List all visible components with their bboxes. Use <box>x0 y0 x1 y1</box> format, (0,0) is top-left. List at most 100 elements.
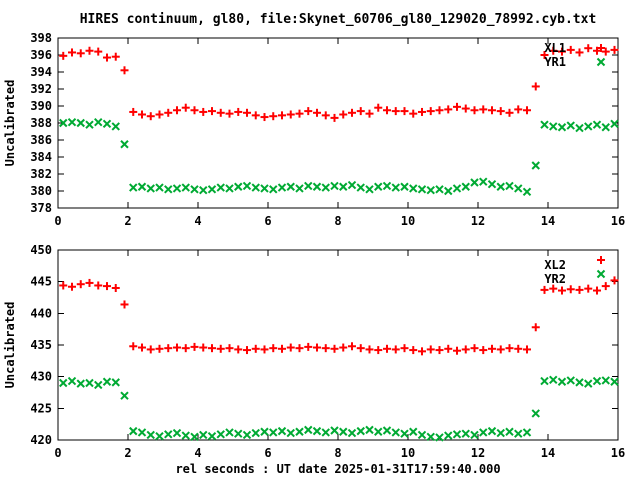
data-point-marker <box>523 106 531 115</box>
x-tick-label: 2 <box>124 214 131 228</box>
data-point-marker <box>286 428 295 438</box>
data-point-marker <box>312 182 322 191</box>
data-point-marker <box>391 183 400 192</box>
data-point-marker <box>348 342 356 351</box>
x-tick-label: 4 <box>194 446 201 460</box>
data-point-marker <box>234 429 243 438</box>
data-point-marker <box>321 111 330 120</box>
y-tick-label: 396 <box>30 48 52 62</box>
data-point-marker <box>234 182 243 191</box>
data-point-marker <box>374 103 383 112</box>
data-point-marker <box>426 107 435 116</box>
data-point-marker <box>216 183 225 192</box>
data-point-marker <box>601 123 610 132</box>
data-point-marker <box>452 430 462 439</box>
data-point-marker <box>522 428 532 437</box>
data-point-marker <box>129 426 138 436</box>
data-point-marker <box>487 179 497 189</box>
data-point-marker <box>584 44 593 53</box>
data-point-marker <box>164 344 173 353</box>
data-point-marker <box>137 182 147 191</box>
data-point-marker <box>523 345 531 354</box>
legend-label-yr2: YR2 <box>544 272 566 286</box>
data-point-marker <box>453 346 461 355</box>
data-point-marker <box>488 344 496 353</box>
data-point-marker <box>444 431 453 440</box>
data-point-marker <box>146 430 155 440</box>
data-point-marker <box>208 107 216 116</box>
y-tick-label: 390 <box>30 99 52 113</box>
data-point-marker <box>330 344 339 353</box>
data-point-marker <box>610 377 619 386</box>
data-point-marker <box>137 428 147 437</box>
data-point-marker <box>225 428 234 437</box>
data-point-marker <box>593 286 601 295</box>
data-point-marker <box>67 376 77 386</box>
data-point-marker <box>251 183 260 192</box>
data-point-marker <box>505 181 514 191</box>
panel-bottom: 0 2 4 6 8 10 12 14 16 420 425 430 435 440 445 450 <box>30 243 625 460</box>
data-point-marker <box>418 107 426 116</box>
data-point-marker <box>67 117 77 127</box>
data-point-marker <box>155 110 164 119</box>
data-point-marker <box>286 182 295 191</box>
data-point-marker <box>479 177 488 186</box>
legend-label-xl1: XL1 <box>544 41 566 55</box>
data-point-marker <box>461 345 470 354</box>
x-tick-label: 16 <box>611 446 625 460</box>
data-point-marker <box>312 426 322 436</box>
x-tick-label: 10 <box>401 214 415 228</box>
data-point-marker <box>496 107 505 116</box>
data-point-marker <box>391 428 400 437</box>
data-point-marker <box>453 102 461 111</box>
data-point-marker <box>374 427 383 436</box>
data-point-marker <box>146 184 155 193</box>
data-point-marker <box>94 281 103 290</box>
data-point-marker <box>444 186 453 196</box>
data-point-marker <box>234 345 243 354</box>
data-point-marker <box>164 185 173 194</box>
data-point-marker <box>505 108 514 117</box>
data-point-marker <box>304 181 313 191</box>
data-point-marker <box>120 66 129 75</box>
data-point-marker <box>365 425 374 435</box>
data-point-marker <box>111 52 120 61</box>
data-point-marker <box>304 425 313 435</box>
data-point-marker <box>339 110 348 119</box>
data-point-marker <box>190 432 199 442</box>
x-tick-label: 8 <box>334 214 341 228</box>
data-point-marker <box>94 47 103 56</box>
x-tick-label: 6 <box>264 214 271 228</box>
data-point-marker <box>488 106 496 115</box>
data-point-marker <box>347 428 357 438</box>
data-point-marker <box>566 45 575 54</box>
data-point-marker <box>522 187 532 197</box>
x-tick-label: 14 <box>541 214 555 228</box>
data-point-marker <box>76 49 85 58</box>
x-tick-label: 14 <box>541 446 555 460</box>
data-point-marker <box>549 375 558 385</box>
data-point-marker <box>540 120 549 129</box>
data-point-marker <box>575 285 584 294</box>
y-tick-label: 435 <box>30 338 52 352</box>
data-point-marker <box>584 122 593 131</box>
data-point-marker <box>409 427 418 436</box>
data-point-marker <box>444 344 453 353</box>
data-point-marker <box>225 344 234 353</box>
data-point-marker <box>173 343 181 352</box>
data-point-marker <box>199 107 208 116</box>
data-point-marker <box>426 185 435 195</box>
data-point-marker <box>409 346 418 355</box>
data-point-marker <box>242 181 252 191</box>
x-tick-label: 6 <box>264 446 271 460</box>
y-tick-label: 425 <box>30 401 52 415</box>
data-point-marker <box>304 107 313 116</box>
data-point-marker <box>601 376 610 385</box>
data-point-marker <box>391 345 400 354</box>
data-point-marker <box>286 110 295 119</box>
data-point-marker <box>339 427 348 436</box>
data-point-marker <box>76 280 85 289</box>
data-point-marker <box>260 427 269 436</box>
data-point-marker <box>374 182 383 191</box>
data-point-marker <box>566 376 575 385</box>
